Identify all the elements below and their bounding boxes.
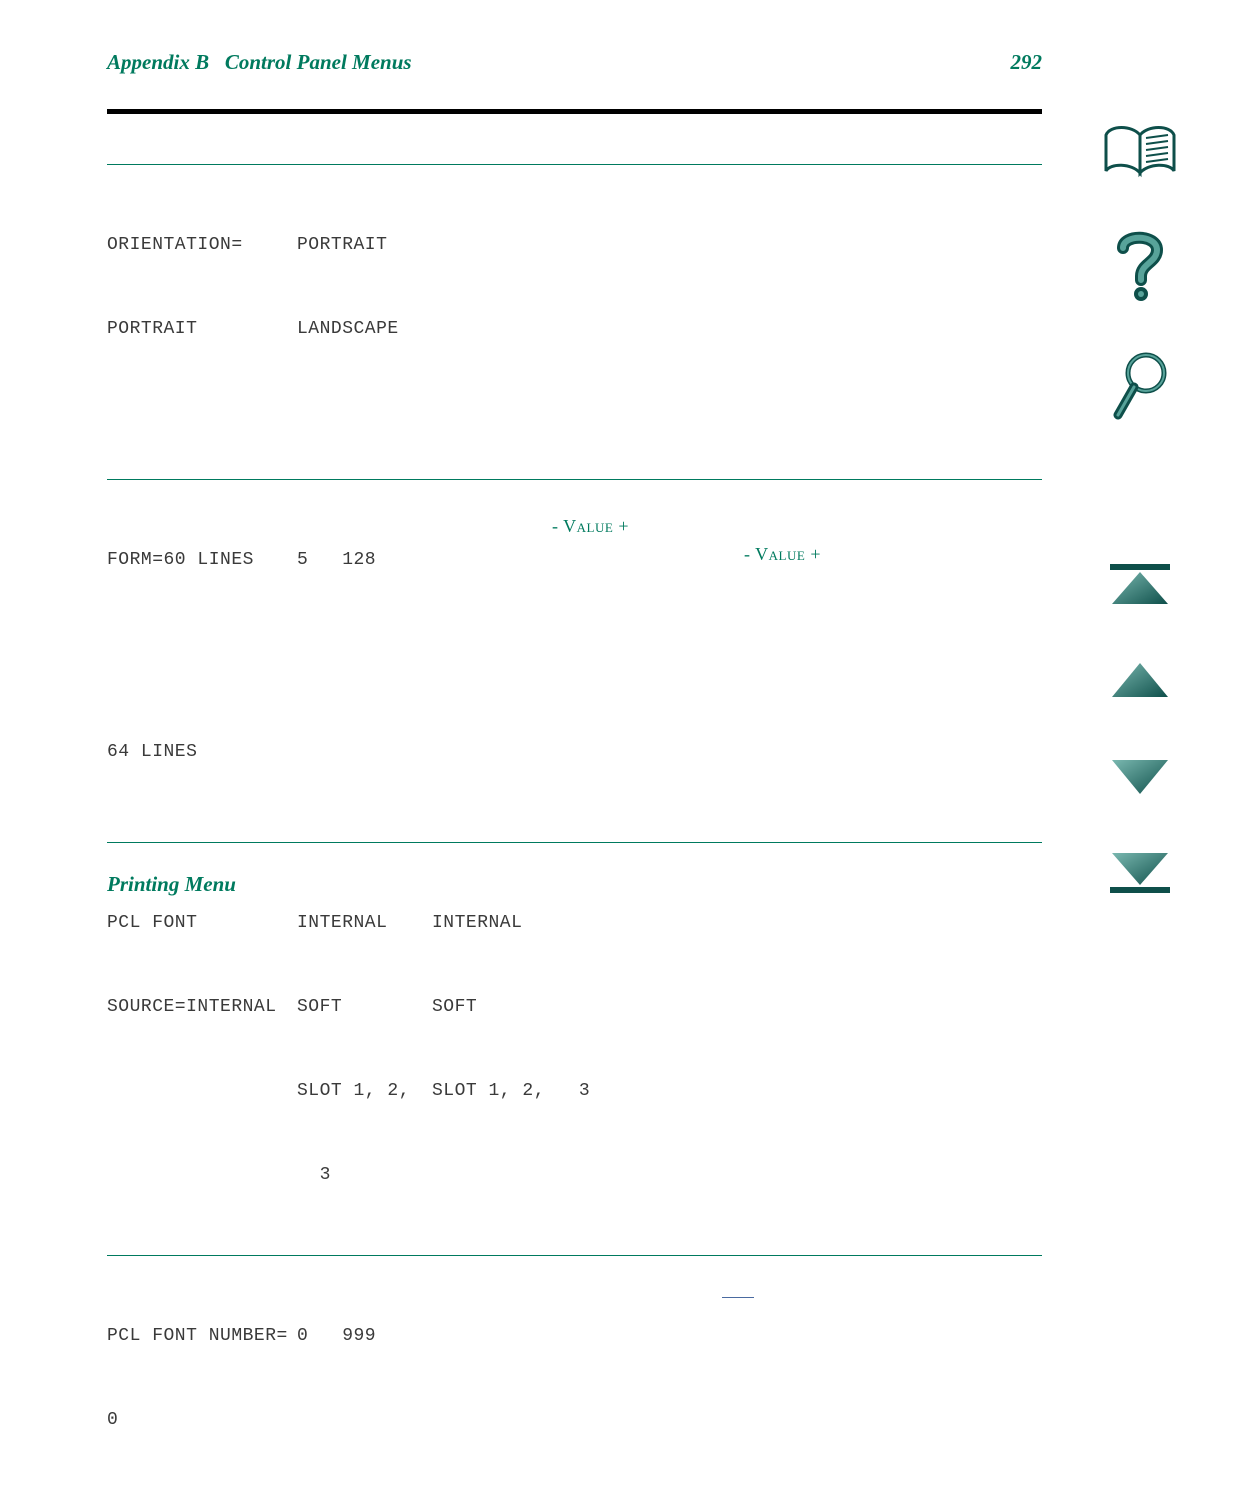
values-cell: 5 128 [297, 490, 432, 630]
value-text: SOFT [432, 993, 1042, 1021]
value-text: 5 128 [297, 546, 432, 574]
nav-arrows [1108, 562, 1172, 900]
desc-cell: - Value + - Value + [432, 490, 1042, 600]
table-row: FORM=60 LINES 64 LINES 5 128 - Value + -… [107, 480, 1042, 822]
value-key-label: - Value + [552, 512, 629, 540]
item-text: SOURCE=INTERNAL [107, 993, 297, 1021]
go-up-icon[interactable] [1108, 661, 1172, 706]
value-key-label: - Value + [744, 540, 821, 568]
values-cell: INTERNAL SOFT SLOT 1, 2, 3 [297, 853, 432, 1245]
page-header: Appendix B Control Panel Menus 292 [107, 50, 1042, 75]
value-text: SOFT [297, 993, 432, 1021]
page-link[interactable] [722, 1294, 754, 1298]
value-text: SLOT 1, 2, 3 [432, 1077, 1042, 1105]
item-cell: PCL FONT NUMBER= 0 [107, 1266, 297, 1490]
footer-title: Printing Menu [107, 872, 236, 897]
table-row: PCL FONT NUMBER= 0 0 999 [107, 1256, 1042, 1500]
value-text: 0 999 [297, 1322, 432, 1350]
go-top-icon[interactable] [1108, 562, 1172, 611]
item-text: FORM=60 LINES [107, 546, 297, 574]
nav-sidebar [1105, 125, 1175, 900]
header-title: Control Panel Menus [225, 50, 412, 74]
item-text: ORIENTATION= [107, 231, 297, 259]
page-number: 292 [1011, 50, 1043, 75]
menu-table: ORIENTATION= PORTRAIT PORTRAIT LANDSCAPE… [107, 114, 1042, 1500]
values-cell: 0 999 [297, 1266, 432, 1406]
value-text: 3 [297, 1161, 432, 1189]
value-text: INTERNAL [432, 909, 1042, 937]
value-text: LANDSCAPE [297, 315, 432, 343]
value-text: SLOT 1, 2, [297, 1077, 432, 1105]
table-row: ORIENTATION= PORTRAIT PORTRAIT LANDSCAPE [107, 165, 1042, 409]
book-icon[interactable] [1102, 125, 1178, 186]
item-cell: FORM=60 LINES 64 LINES [107, 490, 297, 822]
item-text: PCL FONT [107, 909, 297, 937]
value-text: INTERNAL [297, 909, 432, 937]
page-content: Appendix B Control Panel Menus 292 ORIEN… [107, 50, 1042, 1500]
appendix-label: Appendix B [107, 50, 209, 74]
item-text: 64 LINES [107, 738, 297, 766]
desc-cell: INTERNAL SOFT SLOT 1, 2, 3 [432, 853, 1042, 1161]
help-icon[interactable] [1113, 230, 1167, 307]
values-cell: PORTRAIT LANDSCAPE [297, 175, 432, 399]
value-text: PORTRAIT [297, 231, 432, 259]
table-row: PCL FONT SOURCE=INTERNAL INTERNAL SOFT S… [107, 843, 1042, 1255]
item-cell: ORIENTATION= PORTRAIT [107, 175, 297, 399]
go-bottom-icon[interactable] [1108, 851, 1172, 900]
item-text: PORTRAIT [107, 315, 297, 343]
item-text: PCL FONT NUMBER= [107, 1322, 297, 1350]
go-down-icon[interactable] [1108, 756, 1172, 801]
item-text: 0 [107, 1406, 297, 1434]
desc-cell [432, 1266, 1042, 1316]
search-icon[interactable] [1110, 351, 1170, 428]
